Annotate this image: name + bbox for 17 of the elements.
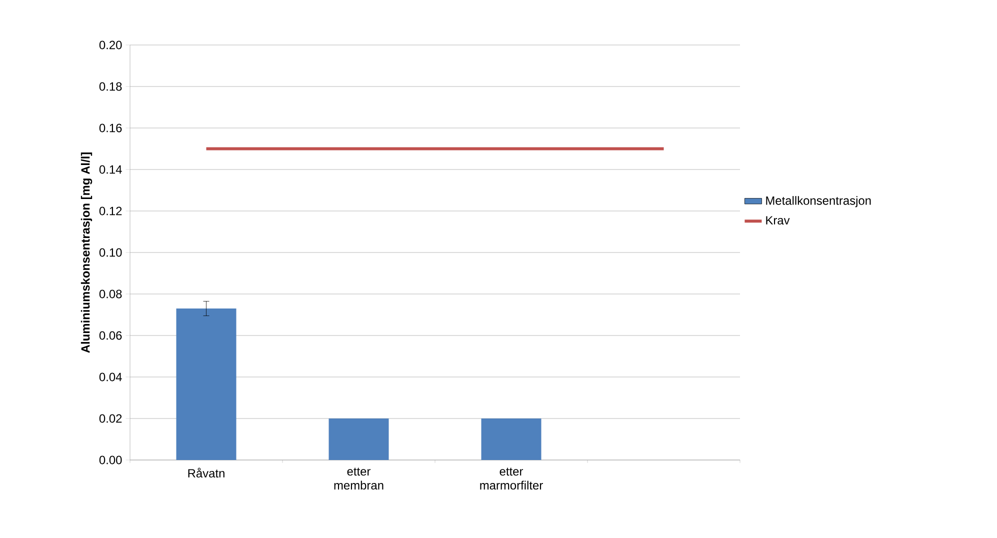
y-tick-label: 0.06 [99, 331, 122, 340]
y-tick-label: 0.04 [99, 372, 122, 382]
y-tick-label: 0.00 [99, 456, 122, 464]
y-tick-label: 0.16 [99, 124, 122, 132]
x-tick-label: Råvatn [188, 468, 224, 478]
y-tick-label: 0.12 [99, 206, 122, 216]
legend-label: Krav [766, 216, 790, 225]
y-tick-label: 0.02 [99, 414, 122, 423]
y-tick-label: 0.20 [99, 40, 122, 50]
y-tick-label: 0.18 [99, 82, 122, 91]
x-tick-label: etter marmorfilter [480, 468, 543, 490]
y-axis-title: Aluminiumskonsentrasjon [mg Al/l] [80, 152, 92, 353]
legend-label: Metallkonsentrasjon [766, 196, 871, 208]
y-tick-label: 0.10 [99, 248, 122, 257]
y-tick-label: 0.08 [99, 290, 122, 298]
y-tick-label: 0.14 [99, 165, 122, 174]
x-tick-label: etter membran [334, 468, 384, 490]
